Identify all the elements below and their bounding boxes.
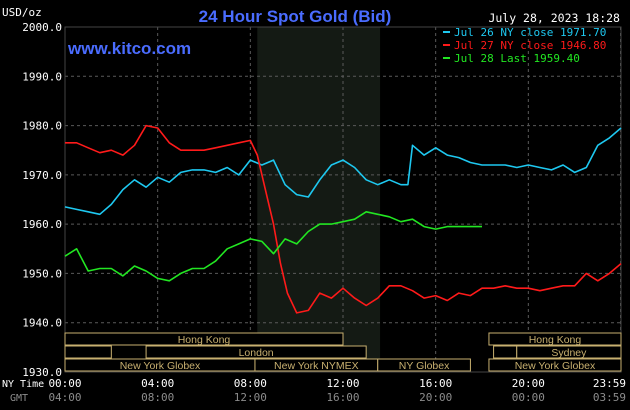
series-layer xyxy=(64,124,622,314)
timestamp-text: July 28, 2023 18:28 xyxy=(488,11,620,25)
session-label: Sydney xyxy=(551,347,587,359)
session-bar xyxy=(488,332,622,346)
x-tick-label-gmt: 16:00 xyxy=(326,391,359,404)
y-tick-label: 1960.0 xyxy=(22,218,62,231)
x-tick-label-gmt: 03:59 xyxy=(593,391,626,404)
session-label: NY Globex xyxy=(399,360,450,372)
y-axis-unit-label: USD/oz xyxy=(2,6,42,19)
session-label: Hong Kong xyxy=(178,334,231,346)
session-shade-band xyxy=(257,27,381,372)
x-tick-label-ny: 08:00 xyxy=(234,377,267,390)
x-tick-label-gmt: 20:00 xyxy=(419,391,452,404)
session-label: New York Globex xyxy=(515,360,596,372)
y-tick-label: 1930.0 xyxy=(22,366,62,379)
x-tick-label-gmt: 00:00 xyxy=(512,391,545,404)
x-tick-label-gmt: 12:00 xyxy=(234,391,267,404)
session-bar xyxy=(64,345,112,359)
axis-layer: 2000.0 1990.0 1980.0 1970.0 1960.0 1950.0 1940… xyxy=(22,21,626,404)
session-bar xyxy=(64,332,344,346)
session-label: Hong Kong xyxy=(529,334,582,346)
y-tick-label: 1980.0 xyxy=(22,120,62,133)
y-tick-label: 2000.0 xyxy=(22,21,62,34)
x-tick-label-gmt: 08:00 xyxy=(141,391,174,404)
session-label: New York NYMEX xyxy=(274,360,359,372)
y-tick-label: 1990.0 xyxy=(22,70,62,83)
y-tick-label: 1950.0 xyxy=(22,267,62,280)
x-tick-label-gmt: 04:00 xyxy=(48,391,81,404)
y-tick-label: 1970.0 xyxy=(22,169,62,182)
x-tick-label-ny: 04:00 xyxy=(141,377,174,390)
plot-frame xyxy=(64,26,622,373)
ny-time-axis-label: NY Time xyxy=(2,379,44,390)
x-tick-label-ny: 16:00 xyxy=(419,377,452,390)
x-tick-label-ny: 23:59 xyxy=(593,377,626,390)
shade-layer xyxy=(257,27,381,372)
session-label: New York Globex xyxy=(120,360,201,372)
session-bar xyxy=(493,345,518,359)
grid-layer xyxy=(64,26,622,373)
session-bar xyxy=(488,358,622,372)
legend-entry: Jul 26 NY close 1971.70 xyxy=(454,26,606,39)
series-line-jul-27 xyxy=(65,124,622,314)
session-bar xyxy=(516,345,622,359)
legend-entry: Jul 27 NY close 1946.80 xyxy=(454,39,606,52)
series-line-jul-26 xyxy=(64,127,622,216)
x-tick-label-ny: 20:00 xyxy=(512,377,545,390)
gmt-axis-label: GMT xyxy=(10,393,28,404)
series-line-jul-28 xyxy=(64,211,482,282)
legend-entry: Jul 28 Last 1959.40 xyxy=(454,52,580,65)
x-tick-label-ny: 00:00 xyxy=(48,377,81,390)
y-tick-label: 1940.0 xyxy=(22,317,62,330)
x-tick-label-ny: 12:00 xyxy=(326,377,359,390)
session-bar xyxy=(377,358,471,372)
session-label: London xyxy=(239,347,274,359)
chart-title: 24 Hour Spot Gold (Bid) xyxy=(199,7,392,26)
watermark-text: www.kitco.com xyxy=(67,39,191,58)
session-bar xyxy=(145,345,367,359)
